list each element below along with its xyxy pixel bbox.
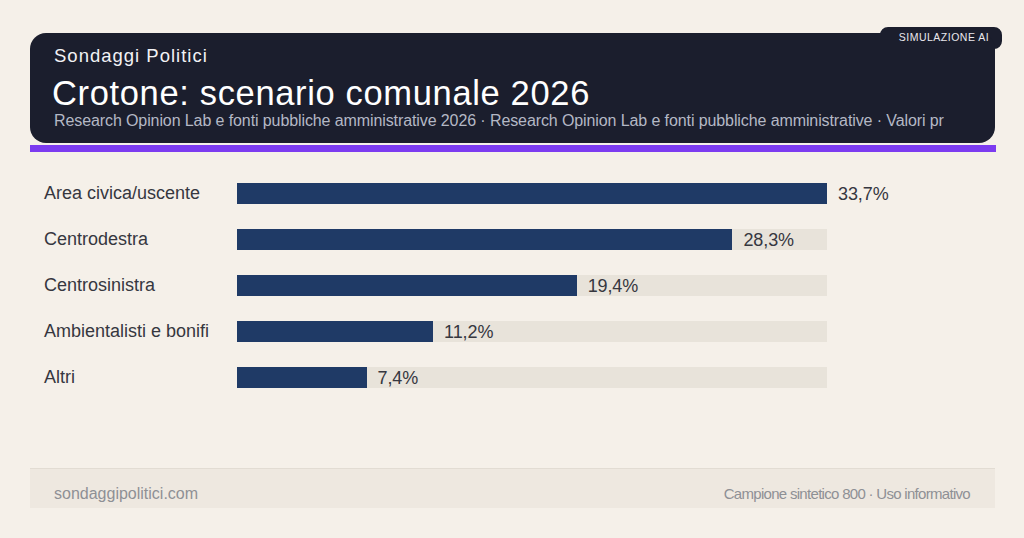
header-card: Sondaggi Politici Crotone: scenario comu… bbox=[30, 33, 995, 143]
value-label: 11,2% bbox=[444, 321, 493, 342]
value-label: 28,3% bbox=[743, 229, 794, 250]
category-label: Ambientalisti e bonifi bbox=[44, 321, 237, 342]
category-label: Area civica/uscente bbox=[44, 183, 237, 204]
bar bbox=[237, 229, 732, 250]
page-title: Crotone: scenario comunale 2026 bbox=[52, 76, 590, 111]
chart-rows: Area civica/uscente33,7% Centrodestra 28,3… bbox=[44, 183, 827, 388]
simulation-badge-label: SIMULAZIONE AI bbox=[878, 25, 1004, 51]
bar-track: 28,3% bbox=[237, 229, 827, 250]
bar bbox=[237, 275, 577, 296]
chart-row: Centrodestra 28,3% bbox=[44, 229, 827, 250]
category-label: Centrodestra bbox=[44, 229, 237, 250]
bar bbox=[237, 183, 827, 204]
bar-track: 7,4% bbox=[237, 367, 827, 388]
bar-track: 11,2% bbox=[237, 321, 827, 342]
brand-label: Sondaggi Politici bbox=[54, 47, 208, 66]
chart-row: Altri 7,4% bbox=[44, 367, 827, 388]
value-label: 19,4% bbox=[588, 275, 639, 296]
bar-track: 33,7% bbox=[237, 183, 827, 204]
bar bbox=[237, 367, 367, 388]
bar bbox=[237, 321, 433, 342]
footer-site: sondaggipolitici.com bbox=[54, 485, 198, 503]
subtitle: Research Opinion Lab e fonti pubbliche a… bbox=[54, 113, 944, 129]
category-label: Altri bbox=[44, 367, 237, 388]
chart-row: Centrosinistra 19,4% bbox=[44, 275, 827, 296]
footer: sondaggipolitici.com Campione sintetico … bbox=[30, 468, 995, 508]
chart-row: Area civica/uscente33,7% bbox=[44, 183, 827, 204]
chart-row: Ambientalisti e bonifi 11,2% bbox=[44, 321, 827, 342]
accent-divider bbox=[30, 145, 996, 152]
category-label: Centrosinistra bbox=[44, 275, 237, 296]
value-label: 7,4% bbox=[378, 367, 419, 388]
value-label: 33,7% bbox=[838, 183, 889, 204]
bar-chart: Area civica/uscente33,7% Centrodestra 28,3… bbox=[44, 183, 827, 413]
bar-track: 19,4% bbox=[237, 275, 827, 296]
footer-note: Campione sintetico 800 · Uso informativo bbox=[724, 485, 970, 502]
